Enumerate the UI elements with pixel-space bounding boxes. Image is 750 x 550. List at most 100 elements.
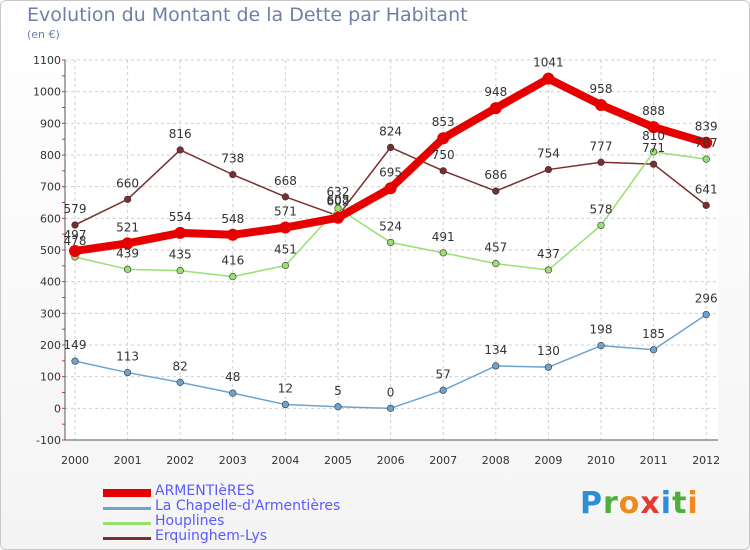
data-point [123, 368, 132, 377]
data-point [123, 195, 132, 203]
data-point [334, 403, 342, 411]
x-tick-label: 2003 [219, 454, 247, 467]
legend-label: Houplines [155, 513, 225, 529]
data-point [702, 201, 710, 209]
x-tick-label: 2009 [534, 454, 562, 467]
data-label: 12 [278, 382, 293, 396]
data-point [71, 357, 79, 365]
y-tick-label: 700 [40, 181, 61, 194]
data-label: 810 [642, 129, 665, 143]
y-tick-label: 100 [40, 371, 61, 384]
data-point [281, 193, 290, 201]
data-point [649, 160, 658, 168]
data-label: 451 [274, 243, 297, 257]
data-point [544, 363, 553, 371]
legend-label: La Chapelle-d'Armentières [155, 498, 341, 514]
legend-label: Erquinghem-Lys [155, 528, 268, 544]
logo-letter: r [603, 486, 619, 521]
data-label: 750 [432, 148, 455, 162]
y-tick-label: 800 [40, 149, 61, 162]
data-label: 524 [379, 219, 402, 233]
data-label: 787 [695, 136, 718, 150]
y-tick-label: 500 [40, 244, 61, 257]
data-point [702, 155, 710, 163]
data-point [439, 249, 447, 257]
data-label: 497 [64, 228, 87, 242]
data-label: 958 [590, 82, 613, 96]
data-label: 771 [642, 141, 665, 155]
data-label: 5 [334, 384, 342, 398]
data-label: 416 [221, 254, 244, 268]
data-point [176, 378, 184, 386]
data-label: 478 [64, 234, 87, 248]
chart-title: Evolution du Montant de la Dette par Hab… [27, 4, 468, 26]
data-point [387, 143, 395, 151]
x-tick-label: 2006 [377, 454, 405, 467]
data-label: 686 [484, 168, 507, 182]
data-point [384, 182, 397, 195]
x-tick-label: 2000 [61, 454, 89, 467]
data-label: 457 [484, 241, 507, 255]
data-point [700, 136, 713, 149]
y-tick-label: 1000 [33, 86, 61, 99]
data-label: 632 [327, 185, 350, 199]
data-point [595, 98, 607, 111]
y-tick-label: 600 [40, 212, 61, 225]
data-label: 491 [432, 230, 455, 244]
data-point [702, 311, 710, 319]
data-point [439, 386, 447, 394]
data-point [649, 148, 658, 156]
data-label: 521 [116, 220, 139, 234]
data-label: 554 [169, 210, 192, 224]
y-tick-label: 200 [40, 339, 61, 352]
data-label: 57 [436, 367, 451, 381]
data-point [176, 146, 184, 154]
data-point [176, 266, 184, 275]
logo-letter: i [687, 486, 699, 521]
data-label: 0 [387, 385, 395, 399]
data-label: 130 [537, 344, 560, 358]
data-point [597, 342, 605, 350]
logo-letter: i [660, 486, 673, 521]
data-point [439, 167, 447, 175]
y-tick-label: 0 [54, 402, 61, 415]
data-label: 437 [537, 247, 560, 261]
data-point [334, 204, 342, 212]
data-point [71, 221, 79, 229]
data-point [544, 266, 553, 274]
data-label: 578 [590, 202, 613, 216]
data-label: 185 [642, 327, 665, 341]
data-point [649, 346, 658, 354]
x-tick-label: 2010 [587, 454, 615, 467]
data-point [387, 238, 395, 246]
data-point [123, 265, 132, 273]
data-point [489, 102, 502, 115]
y-tick-label: 1100 [33, 54, 61, 67]
data-label: 888 [642, 104, 665, 118]
logo-letter: t [672, 486, 688, 521]
data-label: 738 [221, 152, 244, 166]
data-label: 571 [274, 205, 297, 219]
legend-label: ARMENTIèRES [155, 483, 255, 499]
x-tick-label: 2008 [482, 454, 510, 467]
x-tick-label: 2011 [640, 454, 668, 467]
data-label: 754 [537, 147, 560, 161]
data-label: 816 [169, 127, 192, 141]
data-label: 48 [225, 370, 240, 384]
data-label: 839 [695, 120, 718, 134]
data-label: 853 [432, 115, 455, 129]
y-tick-label: 300 [40, 307, 61, 320]
data-label: 579 [64, 202, 87, 216]
data-point [69, 244, 81, 257]
data-point [281, 261, 290, 270]
data-label: 695 [379, 165, 402, 179]
data-point [387, 404, 395, 412]
legend-swatch [103, 489, 151, 497]
unit-label: (en €) [27, 28, 60, 41]
data-point [544, 165, 553, 174]
data-label: 641 [695, 182, 718, 196]
x-tick-label: 2007 [429, 454, 457, 467]
data-point [281, 400, 290, 409]
data-label: 149 [64, 338, 87, 352]
